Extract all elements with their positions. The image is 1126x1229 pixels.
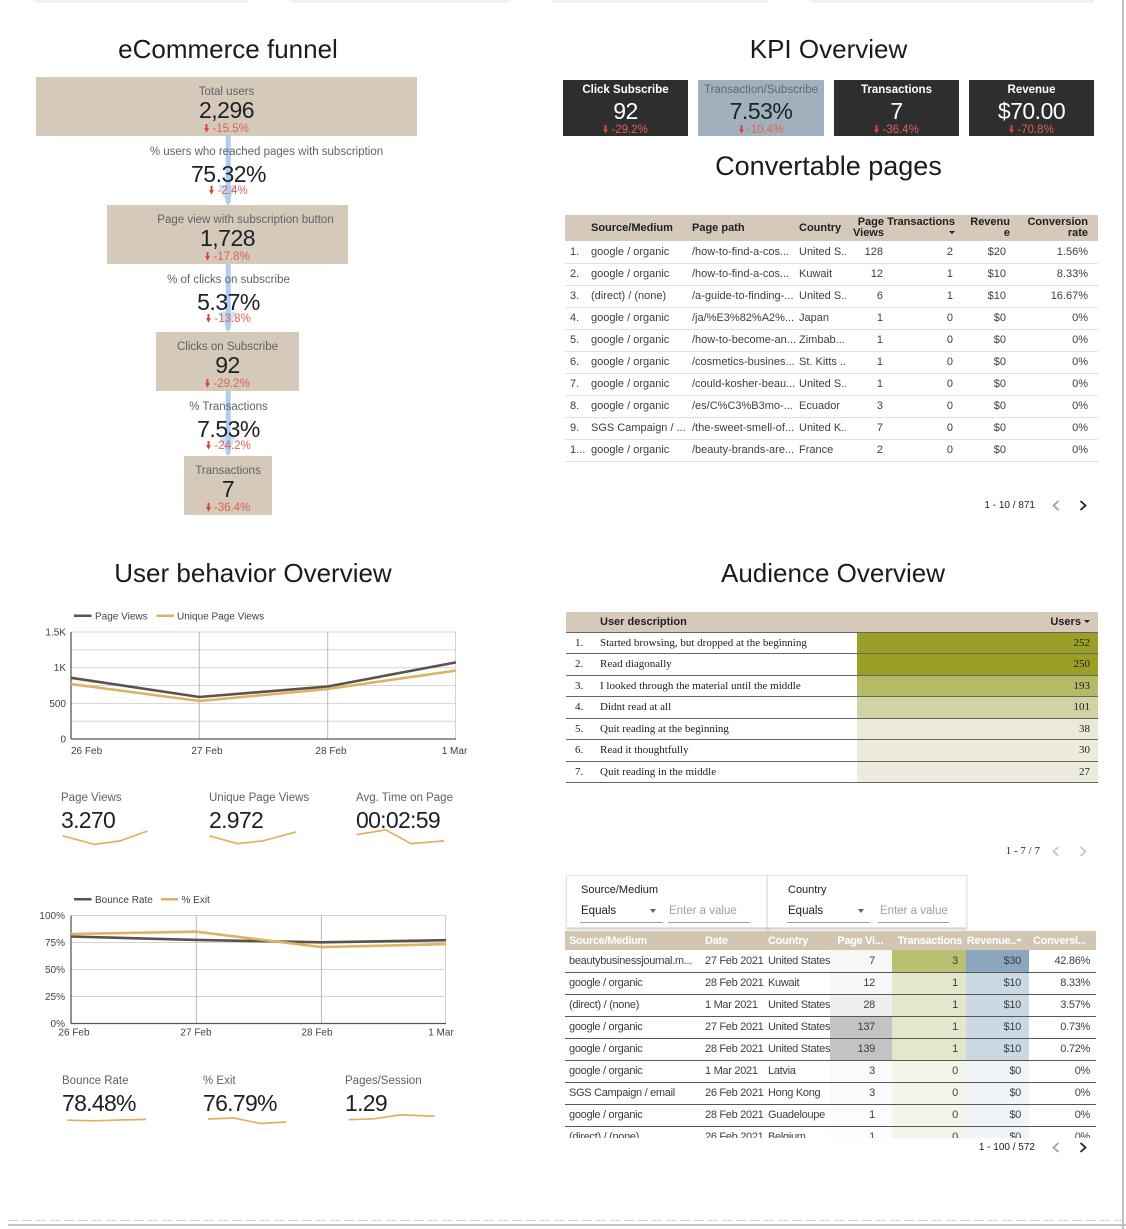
svg-text:500: 500	[49, 699, 66, 710]
svg-text:0: 0	[60, 735, 66, 746]
svg-text:% Exit: % Exit	[182, 895, 211, 906]
svg-text:1 Mar: 1 Mar	[442, 746, 468, 757]
svg-text:Bounce Rate: Bounce Rate	[95, 895, 153, 906]
svg-text:Unique Page Views: Unique Page Views	[177, 612, 264, 623]
svg-text:50%: 50%	[45, 965, 65, 976]
svg-text:75%: 75%	[45, 938, 65, 949]
svg-text:1 Mar: 1 Mar	[428, 1028, 454, 1039]
svg-text:28 Feb: 28 Feb	[301, 1028, 333, 1039]
svg-text:27 Feb: 27 Feb	[180, 1028, 212, 1039]
svg-text:0%: 0%	[51, 1019, 66, 1030]
svg-text:Page Views: Page Views	[95, 612, 148, 623]
svg-text:1K: 1K	[54, 663, 67, 674]
svg-text:26 Feb: 26 Feb	[71, 746, 103, 757]
svg-text:28 Feb: 28 Feb	[315, 746, 347, 757]
svg-text:100%: 100%	[39, 911, 65, 922]
svg-text:27 Feb: 27 Feb	[191, 746, 223, 757]
svg-text:26 Feb: 26 Feb	[58, 1028, 90, 1039]
svg-text:1.5K: 1.5K	[45, 628, 66, 639]
svg-text:25%: 25%	[45, 992, 65, 1003]
